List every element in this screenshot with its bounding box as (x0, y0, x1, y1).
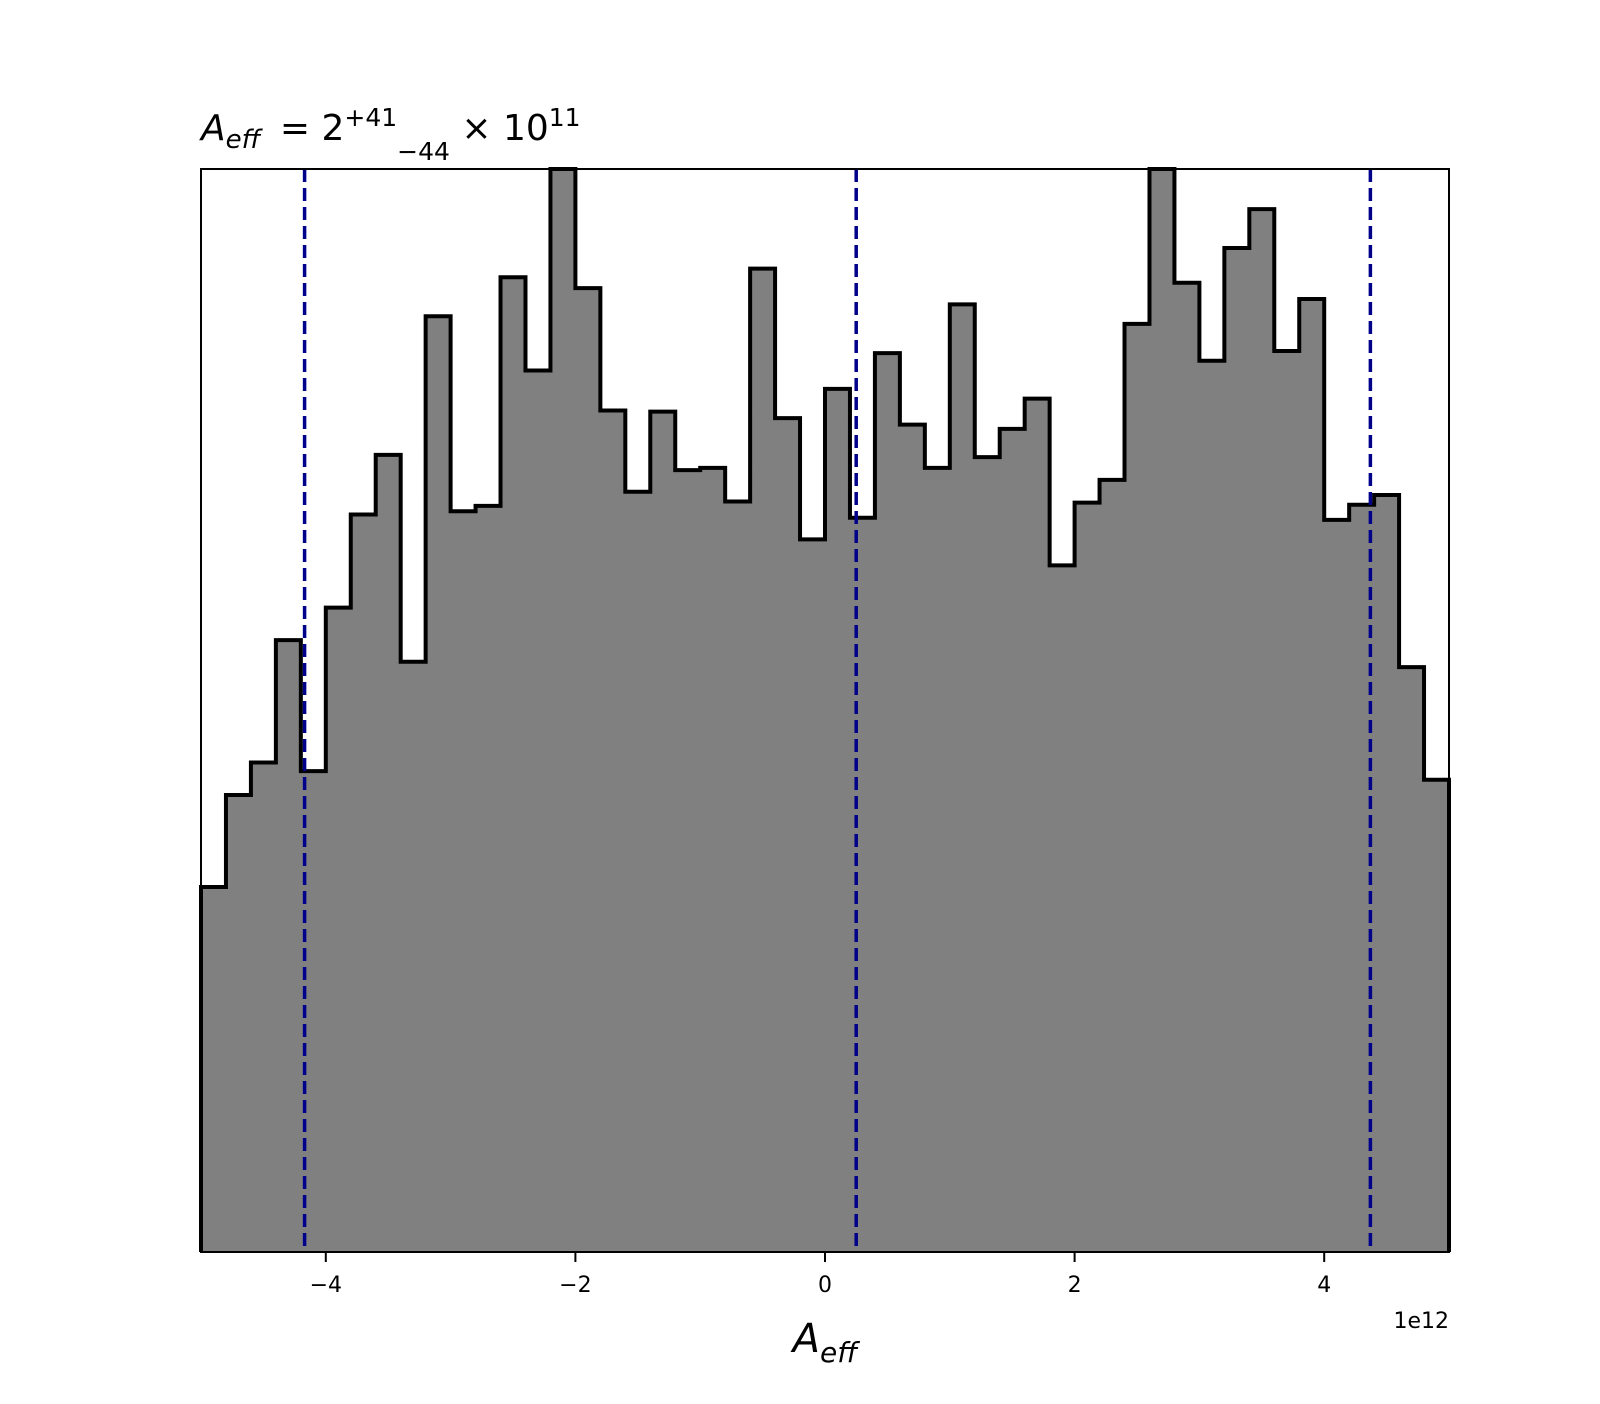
histogram-bar (1199, 360, 1225, 1252)
title-exponent: 11 (549, 103, 581, 132)
histogram-bar (1374, 494, 1400, 1252)
histogram-bar (375, 454, 402, 1252)
histogram-step-outline (199, 167, 1451, 1252)
histogram-bar (825, 388, 851, 1252)
x-tick-label: 2 (1068, 1273, 1082, 1298)
title-times: × 10 (450, 108, 549, 149)
histogram-bar (849, 517, 876, 1252)
chart-title: Aeff = 2+41−44 × 1011 (199, 103, 581, 166)
histogram-bar (1074, 502, 1101, 1253)
histogram-bar (550, 169, 576, 1252)
histogram-bar (1224, 248, 1250, 1252)
histogram-bar (675, 470, 701, 1253)
histogram-bar (400, 661, 427, 1252)
title-subscript: −44 (397, 137, 450, 166)
histogram-bar (425, 316, 452, 1253)
histogram-bar (325, 607, 352, 1252)
histogram-bar (725, 501, 751, 1253)
histogram-bar (500, 277, 526, 1252)
x-tick-label: 4 (1317, 1273, 1331, 1298)
quantile-lines (302, 169, 1373, 1252)
title-symbol-subscript: eff (226, 125, 264, 155)
histogram-bar (1424, 779, 1450, 1252)
histogram-bar (1299, 298, 1325, 1253)
histogram-bar (450, 511, 477, 1252)
histogram-bar (201, 887, 227, 1252)
x-axis-label: Aeff (790, 1316, 861, 1369)
histogram-bar (750, 268, 776, 1252)
x-axis-offset-label: 1e12 (1393, 1309, 1449, 1334)
histogram-bar (575, 288, 601, 1252)
x-axis-label-subscript: eff (820, 1336, 860, 1369)
histogram-bar (250, 762, 277, 1252)
histogram-bar (1049, 565, 1076, 1252)
histogram-bar (949, 304, 976, 1252)
histogram-bar (1274, 350, 1300, 1253)
histogram-bar (625, 491, 651, 1252)
x-tick-label: 0 (818, 1273, 832, 1298)
histogram-bar (475, 505, 502, 1252)
histogram-bar (999, 428, 1026, 1252)
histogram-bar (800, 539, 826, 1252)
histogram-bar (525, 370, 551, 1252)
histogram-bar (600, 410, 626, 1252)
histogram-bar (1149, 169, 1175, 1252)
histogram-bar (1099, 479, 1126, 1252)
x-axis-label-symbol: A (790, 1316, 820, 1362)
title-equals: = 2 (268, 108, 344, 149)
histogram-bar (1174, 282, 1200, 1253)
histogram-bar (700, 467, 726, 1253)
histogram-bars (201, 169, 1450, 1253)
histogram-bar (1249, 209, 1275, 1252)
histogram-bar (924, 467, 951, 1253)
x-tick-label: −2 (559, 1273, 591, 1298)
histogram-bar (650, 411, 676, 1252)
histogram-bar (775, 418, 801, 1253)
histogram-bar (275, 640, 302, 1252)
histogram-bar (1024, 398, 1051, 1252)
histogram-bar (974, 457, 1001, 1252)
title-superscript: +41 (344, 103, 397, 132)
title-symbol: A (199, 108, 226, 149)
histogram-bar (225, 794, 252, 1252)
x-tick-label: −4 (310, 1273, 342, 1298)
histogram-bar (899, 424, 926, 1252)
histogram-bar (350, 514, 377, 1252)
x-axis-ticks: −4 −2 0 2 4 (310, 1252, 1331, 1298)
histogram-bar (1399, 667, 1425, 1252)
histogram-bar (1324, 519, 1350, 1252)
histogram-bar (1124, 323, 1150, 1252)
histogram-bar (874, 353, 901, 1252)
